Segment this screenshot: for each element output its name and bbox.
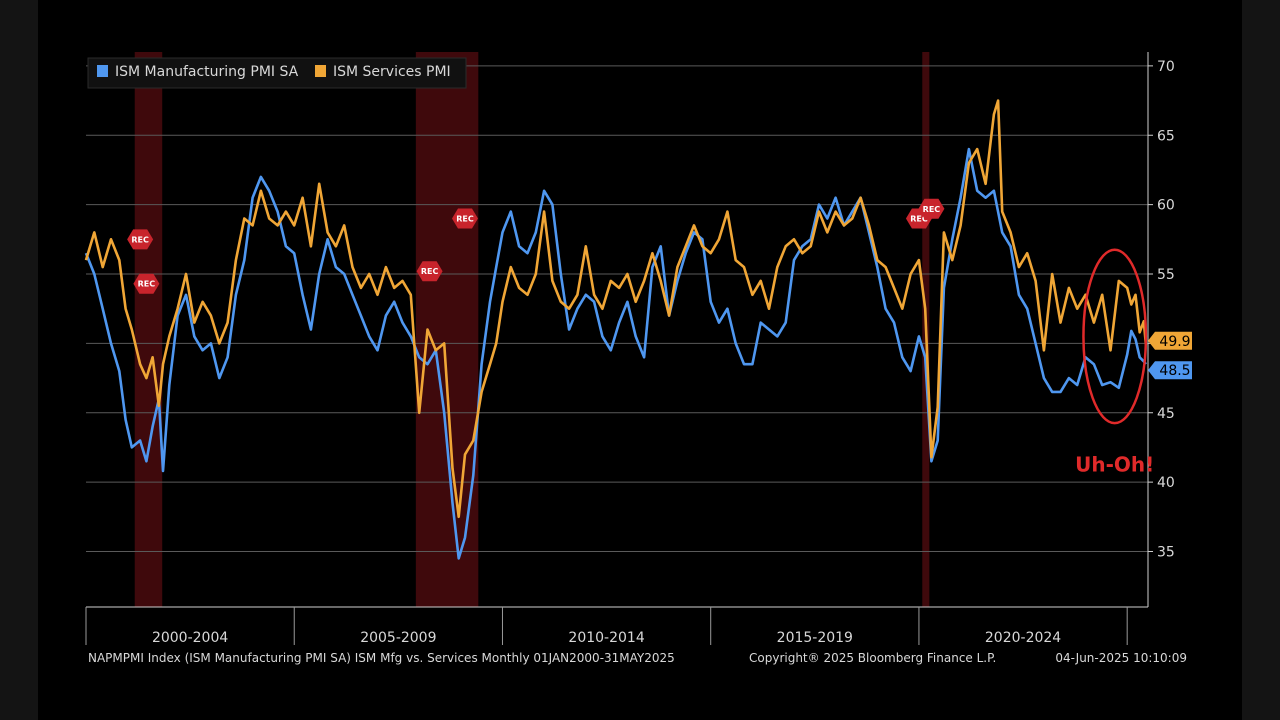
- rec-marker-3: REC: [416, 261, 443, 282]
- legend-swatch-services: [315, 65, 326, 77]
- footer-timestamp: 04-Jun-2025 10:10:09: [1055, 651, 1187, 665]
- legend-box: [87, 57, 467, 89]
- y-tick-label-70: 70: [1157, 59, 1175, 75]
- rec-marker-label: REC: [131, 235, 149, 244]
- series-line-manufacturing: [84, 147, 1147, 560]
- x-period-label-3: 2010-2014: [568, 630, 644, 646]
- recession-band-1: [134, 52, 163, 607]
- rec-marker-4: REC: [451, 208, 478, 229]
- last-value-tag-services: 49.9: [1148, 331, 1192, 350]
- rec-marker-label: REC: [910, 215, 928, 224]
- last-value-tag-label: 48.5: [1159, 363, 1190, 379]
- rec-marker-1: REC: [127, 229, 154, 250]
- footer-copyright: Copyright® 2025 Bloomberg Finance L.P.: [749, 651, 996, 665]
- rec-marker-2: REC: [133, 273, 160, 294]
- y-tick-label-40: 40: [1157, 475, 1175, 491]
- y-tick-label-35: 35: [1157, 545, 1175, 561]
- y-tick-label-60: 60: [1157, 198, 1175, 214]
- y-tick-label-45: 45: [1157, 406, 1175, 422]
- last-value-tag-label: 49.9: [1159, 334, 1190, 350]
- x-period-label-4: 2015-2019: [777, 630, 853, 646]
- legend: ISM Manufacturing PMI SA ISM Services PM…: [87, 57, 467, 89]
- x-period-label-1: 2000-2004: [152, 630, 228, 646]
- annotation-text: Uh-Oh!: [1075, 452, 1154, 476]
- footer-source: NAPMPMI Index (ISM Manufacturing PMI SA)…: [88, 651, 675, 665]
- rec-marker-shape: [451, 208, 478, 229]
- last-value-tag-shape: [1148, 361, 1192, 380]
- rec-marker-label: REC: [421, 267, 439, 276]
- legend-swatch-manufacturing: [97, 65, 108, 77]
- rec-marker-label: REC: [456, 215, 474, 224]
- annotation: Uh-Oh!: [1075, 248, 1154, 476]
- pmi-line-chart: 3540455055606570 2000-20042005-20092010-…: [84, 52, 1192, 665]
- rec-marker-6: REC: [918, 198, 945, 219]
- rec-marker-shape: [127, 229, 154, 250]
- series-line-services: [84, 99, 1148, 519]
- annotation-ellipse: [1082, 248, 1148, 425]
- y-tick-label-55: 55: [1157, 267, 1175, 283]
- series-lines: [84, 99, 1148, 560]
- rec-marker-label: REC: [138, 280, 156, 289]
- last-value-tag-manufacturing: 48.5: [1148, 361, 1192, 380]
- x-axis: 2000-2004 2005-2009 2010-2014 2015-2019 2020…: [85, 606, 1148, 646]
- legend-label-services: ISM Services PMI: [333, 64, 451, 80]
- rec-marker-label: REC: [923, 205, 941, 214]
- rec-marker-shape: [133, 273, 160, 294]
- y-axis: 3540455055606570: [1147, 52, 1175, 607]
- last-value-tags: 48.5 49.9: [1148, 331, 1192, 380]
- y-tick-label-65: 65: [1157, 128, 1175, 144]
- x-period-label-2: 2005-2009: [360, 630, 436, 646]
- legend-label-manufacturing: ISM Manufacturing PMI SA: [115, 64, 299, 80]
- rec-marker-shape: [416, 261, 443, 282]
- rec-marker-shape: [918, 198, 945, 219]
- chart-panel: 3540455055606570 2000-20042005-20092010-…: [38, 0, 1242, 720]
- x-period-label-5: 2020-2024: [985, 630, 1061, 646]
- last-value-tag-shape: [1148, 331, 1192, 350]
